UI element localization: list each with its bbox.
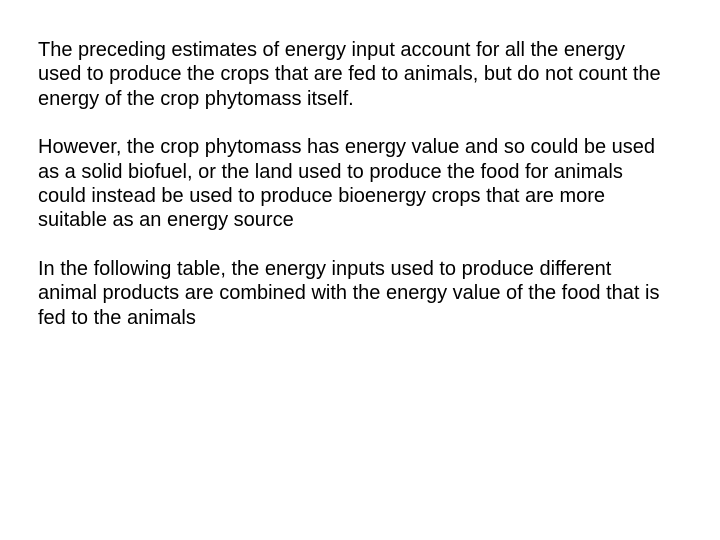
paragraph-1: The preceding estimates of energy input … xyxy=(38,38,670,111)
paragraph-3: In the following table, the energy input… xyxy=(38,257,670,330)
paragraph-2: However, the crop phytomass has energy v… xyxy=(38,135,670,233)
slide-body: The preceding estimates of energy input … xyxy=(0,0,720,540)
